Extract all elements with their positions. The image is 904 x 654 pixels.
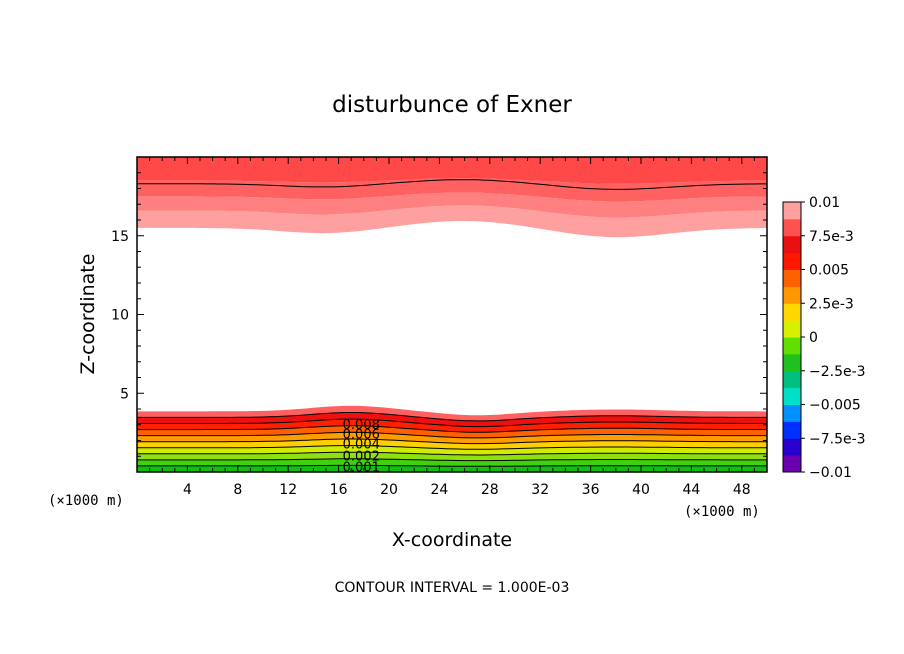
x-tick-label: 20 xyxy=(380,482,398,498)
colorbar-swatch xyxy=(783,286,801,304)
colorbar-label: −7.5e-3 xyxy=(809,431,866,447)
colorbar-label: −0.005 xyxy=(809,398,861,414)
contour-lines xyxy=(137,179,767,467)
lower-band-1 xyxy=(137,458,767,467)
lower-contour-4 xyxy=(137,444,767,450)
colorbar-swatch xyxy=(783,252,801,271)
x-tick-label: 8 xyxy=(233,482,242,498)
lower-contour-6 xyxy=(137,431,767,439)
lower-contour-3 xyxy=(137,451,767,456)
colorbar-swatch xyxy=(783,370,801,389)
y-tick-label: 5 xyxy=(120,386,129,402)
x-tick-label: 4 xyxy=(183,482,192,498)
lower-band-3 xyxy=(137,445,767,455)
y-axis-ticks: 5 10 15 xyxy=(111,172,767,457)
colorbar-swatch xyxy=(783,438,801,456)
colorbar-label: 7.5e-3 xyxy=(809,229,854,245)
contour-label: 0.002 xyxy=(343,449,380,464)
x-tick-label: 32 xyxy=(531,482,549,498)
contour-label: 0.001 xyxy=(343,460,380,475)
colorbar-swatch xyxy=(783,303,801,321)
colorbar-swatch xyxy=(783,421,801,439)
colorbar-label: 0.01 xyxy=(809,195,840,211)
colorbar-swatch xyxy=(783,320,801,338)
x-tick-label: 40 xyxy=(632,482,650,498)
colorbar-label: 2.5e-3 xyxy=(809,296,854,312)
lower-contour-7 xyxy=(137,425,767,433)
colorbar: 0.01 7.5e-3 0.005 2.5e-3 0 −2.5e-3 −0.005 −7.5e… xyxy=(782,195,866,481)
colorbar-swatch xyxy=(783,269,801,287)
y-tick-label: 10 xyxy=(111,308,129,324)
y-tick-label: 15 xyxy=(111,229,129,245)
x-tick-label: 12 xyxy=(279,482,297,498)
lower-contour-1 xyxy=(137,464,767,467)
colorbar-label: 0 xyxy=(809,330,818,346)
colorbar-swatch xyxy=(783,353,801,372)
x-axis-ticks: 4 8 12 16 20 24 28 32 36 40 44 48 xyxy=(149,157,755,498)
x-tick-label: 28 xyxy=(481,482,499,498)
colorbar-label: 0.005 xyxy=(809,263,849,279)
contour-fills xyxy=(137,157,767,472)
colorbar-swatch xyxy=(783,202,801,220)
lower-band-9 xyxy=(137,405,767,421)
x-tick-label: 48 xyxy=(733,482,751,498)
lower-contour-8 xyxy=(137,418,767,428)
upper-band-3 xyxy=(137,157,767,184)
chart-title: disturbunce of Exner xyxy=(332,92,572,118)
colorbar-swatch xyxy=(783,455,801,473)
lower-contour-2 xyxy=(137,458,767,462)
contour-label: 0.008 xyxy=(343,418,380,433)
x-tick-label: 16 xyxy=(330,482,348,498)
lower-contour-9 xyxy=(137,412,767,422)
upper-band-2 xyxy=(137,178,767,202)
colorbar-swatch xyxy=(783,235,801,254)
lower-band-5 xyxy=(137,432,767,444)
colorbar-swatch xyxy=(783,337,801,355)
y-axis-label: Z-coordinate xyxy=(77,254,99,375)
contour-label: 0.004 xyxy=(343,438,380,453)
x-axis-label: X-coordinate xyxy=(392,529,512,551)
upper-band-1 xyxy=(137,192,767,218)
colorbar-swatch xyxy=(783,218,801,237)
contour-interval-note: CONTOUR INTERVAL = 1.000E-03 xyxy=(335,580,570,596)
colorbar-swatch xyxy=(783,387,801,406)
lower-band-2 xyxy=(137,452,767,461)
x-unit-right: (×1000 m) xyxy=(684,504,760,520)
colorbar-label: −0.01 xyxy=(809,465,852,481)
x-unit-left: (×1000 m) xyxy=(48,493,124,509)
upper-band-0 xyxy=(137,205,767,238)
x-tick-label: 44 xyxy=(682,482,700,498)
contour-label: 0.006 xyxy=(343,427,380,442)
x-tick-label: 36 xyxy=(582,482,600,498)
x-tick-label: 24 xyxy=(430,482,448,498)
lower-contour-5 xyxy=(137,438,767,445)
colorbar-label: −2.5e-3 xyxy=(809,364,866,380)
upper-contour-1 xyxy=(137,179,767,190)
colorbar-swatch xyxy=(783,404,801,422)
